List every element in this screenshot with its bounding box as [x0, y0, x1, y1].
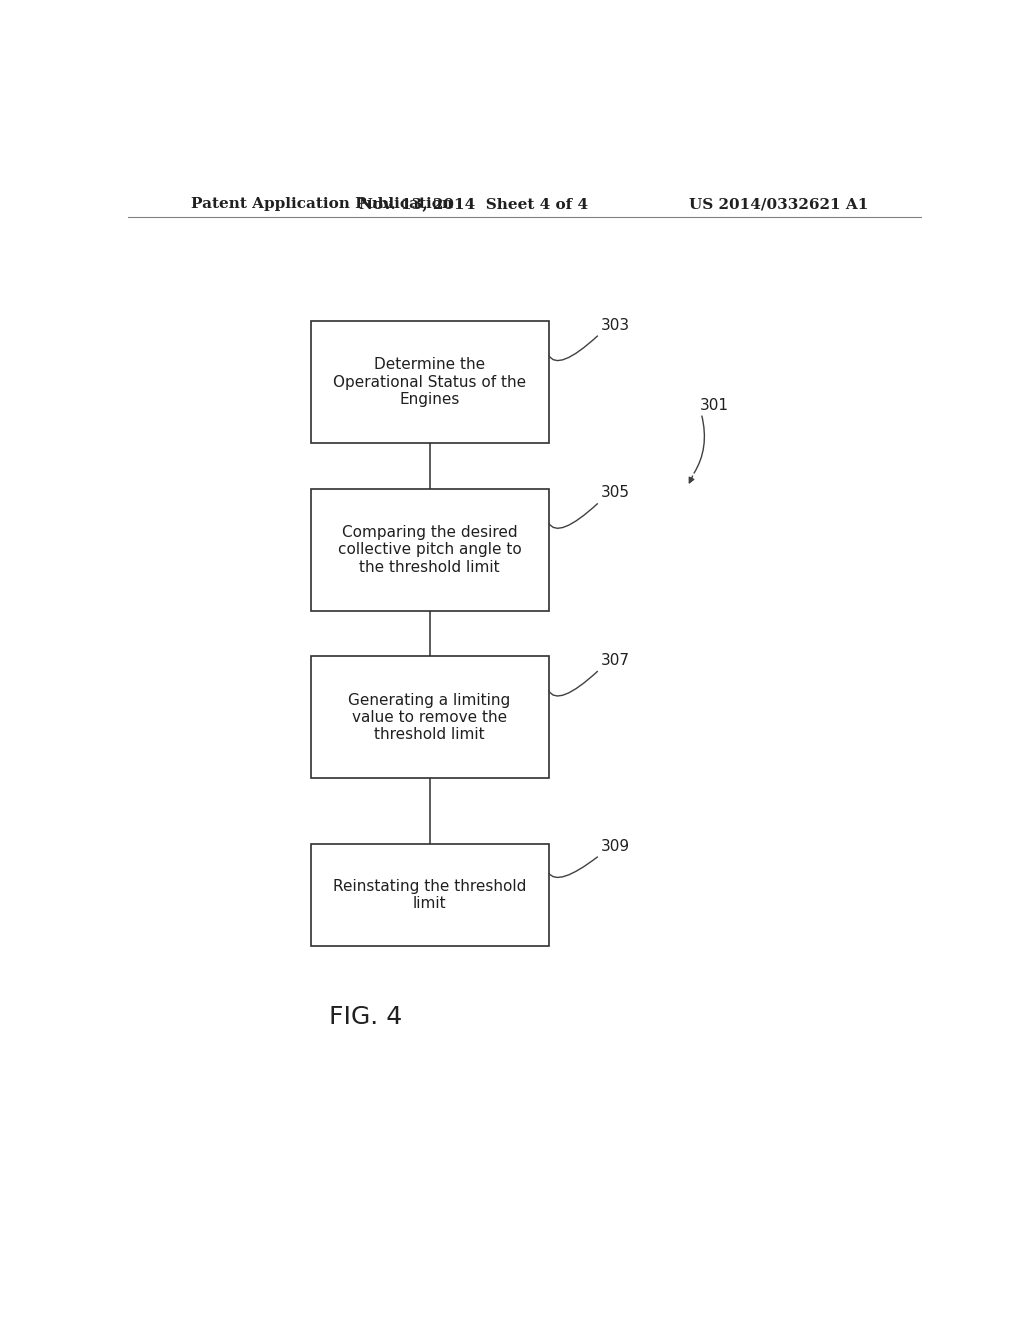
- Text: Determine the
Operational Status of the
Engines: Determine the Operational Status of the …: [333, 358, 526, 407]
- Text: 301: 301: [699, 397, 728, 413]
- FancyBboxPatch shape: [310, 656, 549, 779]
- FancyBboxPatch shape: [310, 488, 549, 611]
- Text: 309: 309: [601, 838, 630, 854]
- Text: Comparing the desired
collective pitch angle to
the threshold limit: Comparing the desired collective pitch a…: [338, 525, 521, 574]
- Text: 307: 307: [601, 653, 630, 668]
- Text: FIG. 4: FIG. 4: [330, 1006, 402, 1030]
- Text: US 2014/0332621 A1: US 2014/0332621 A1: [689, 197, 868, 211]
- Text: Reinstating the threshold
limit: Reinstating the threshold limit: [333, 879, 526, 912]
- FancyBboxPatch shape: [310, 321, 549, 444]
- Text: 303: 303: [601, 318, 630, 333]
- Text: 305: 305: [601, 486, 630, 500]
- Text: Patent Application Publication: Patent Application Publication: [191, 197, 454, 211]
- Text: Generating a limiting
value to remove the
threshold limit: Generating a limiting value to remove th…: [348, 693, 511, 742]
- Text: Nov. 13, 2014  Sheet 4 of 4: Nov. 13, 2014 Sheet 4 of 4: [358, 197, 588, 211]
- FancyBboxPatch shape: [310, 845, 549, 946]
